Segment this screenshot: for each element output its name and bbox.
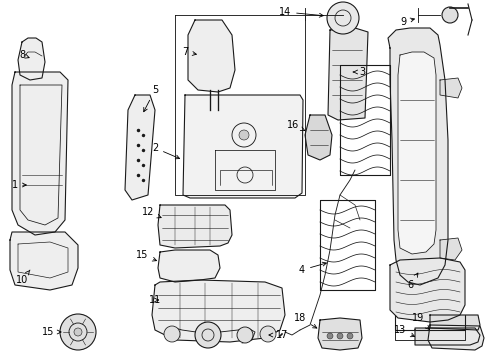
Polygon shape bbox=[305, 115, 332, 160]
Text: 5: 5 bbox=[144, 85, 158, 112]
Text: 16: 16 bbox=[287, 120, 305, 131]
Text: 3: 3 bbox=[353, 67, 365, 77]
Polygon shape bbox=[125, 95, 155, 200]
Text: 1: 1 bbox=[12, 180, 26, 190]
Text: 12: 12 bbox=[142, 207, 161, 218]
Polygon shape bbox=[430, 315, 480, 330]
Polygon shape bbox=[158, 205, 232, 248]
Circle shape bbox=[260, 326, 276, 342]
Text: 15: 15 bbox=[42, 327, 61, 337]
Text: 8: 8 bbox=[19, 50, 29, 60]
Polygon shape bbox=[390, 258, 465, 322]
Text: 18: 18 bbox=[294, 313, 317, 328]
Circle shape bbox=[237, 327, 253, 343]
Polygon shape bbox=[415, 328, 480, 345]
Polygon shape bbox=[158, 250, 220, 282]
Circle shape bbox=[74, 328, 82, 336]
Text: 17: 17 bbox=[269, 330, 288, 340]
Text: 4: 4 bbox=[299, 262, 326, 275]
Circle shape bbox=[195, 322, 221, 348]
Polygon shape bbox=[440, 78, 462, 98]
Polygon shape bbox=[18, 38, 45, 80]
Circle shape bbox=[60, 314, 96, 350]
Text: 11: 11 bbox=[149, 295, 161, 305]
Polygon shape bbox=[428, 325, 484, 350]
Polygon shape bbox=[328, 28, 368, 120]
Text: 14: 14 bbox=[279, 7, 323, 17]
Polygon shape bbox=[398, 52, 436, 254]
Polygon shape bbox=[188, 20, 235, 92]
Polygon shape bbox=[10, 232, 78, 290]
Polygon shape bbox=[318, 318, 362, 350]
Circle shape bbox=[442, 7, 458, 23]
Circle shape bbox=[337, 333, 343, 339]
Circle shape bbox=[164, 326, 180, 342]
Text: 13: 13 bbox=[394, 325, 415, 337]
Polygon shape bbox=[12, 72, 68, 235]
Text: 19: 19 bbox=[412, 313, 429, 329]
Polygon shape bbox=[152, 280, 285, 342]
Text: 15: 15 bbox=[136, 250, 156, 261]
Text: 9: 9 bbox=[400, 17, 415, 27]
Polygon shape bbox=[183, 95, 303, 198]
Text: 2: 2 bbox=[152, 143, 180, 159]
Circle shape bbox=[347, 333, 353, 339]
Text: 6: 6 bbox=[407, 273, 418, 290]
Circle shape bbox=[239, 130, 249, 140]
Circle shape bbox=[327, 333, 333, 339]
Polygon shape bbox=[388, 28, 448, 285]
Circle shape bbox=[327, 2, 359, 34]
Text: 7: 7 bbox=[182, 47, 196, 57]
Polygon shape bbox=[440, 238, 462, 260]
Text: 10: 10 bbox=[16, 270, 30, 285]
